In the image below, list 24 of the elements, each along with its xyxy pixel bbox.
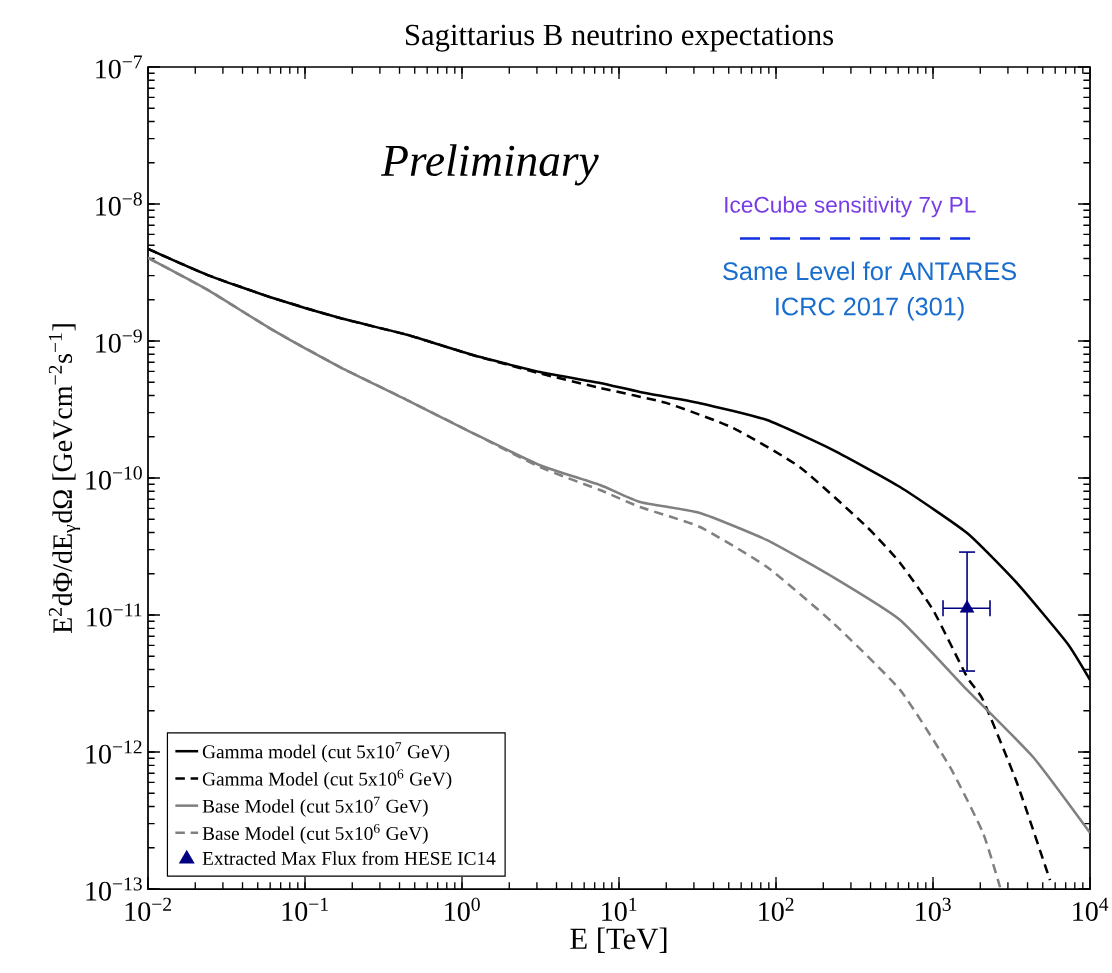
- y-tick-label: 10$^{−8}$: [96, 192, 142, 216]
- annotation: ICRC 2017 (301): [776, 296, 964, 321]
- legend-label: Gamma Model (cut 5x10$^{6}$ GeV): [202, 769, 452, 790]
- annotation: IceCube sensitivity 7y PL: [725, 196, 976, 218]
- x-tick-label: 10$^{3}$: [916, 897, 951, 922]
- legend-label: Extracted Max Flux from HESE IC14: [202, 851, 496, 865]
- annotation: Same Level for ANTARES: [723, 261, 1016, 281]
- legend-label: Gamma model (cut 5x10$^{7}$ GeV): [202, 742, 450, 763]
- x-tick-label: 10$^{−1}$: [282, 897, 328, 921]
- legend-label: Base Model (cut 5x10$^{7}$ GeV): [202, 796, 428, 817]
- annotation: Preliminary: [381, 144, 599, 186]
- x-tick-label: 10$^{2}$: [759, 897, 794, 922]
- x-axis-title: E [TeV]: [570, 927, 667, 953]
- chart-title: Sagittarius B neutrino expectations: [406, 24, 834, 52]
- y-tick-label: 10$^{−12}$: [86, 740, 142, 764]
- x-tick-label: 10$^{0}$: [445, 897, 480, 922]
- x-tick-label: 10$^{1}$: [602, 897, 637, 921]
- text: E$^{2}$dΦ/dE$_{γ}$dΩ [GeVcm$^{−2}$s$^{−1}$]: [48, 324, 81, 634]
- y-tick-label: 10$^{−11}$: [87, 603, 142, 627]
- y-tick-label: 10$^{−10}$: [86, 466, 142, 490]
- y-tick-label: 10$^{−9}$: [96, 329, 142, 353]
- x-tick-label: 10$^{4}$: [1073, 897, 1109, 921]
- legend-label: Base Model (cut 5x10$^{6}$ GeV): [202, 823, 428, 844]
- y-tick-label: 10$^{−7}$: [96, 55, 143, 79]
